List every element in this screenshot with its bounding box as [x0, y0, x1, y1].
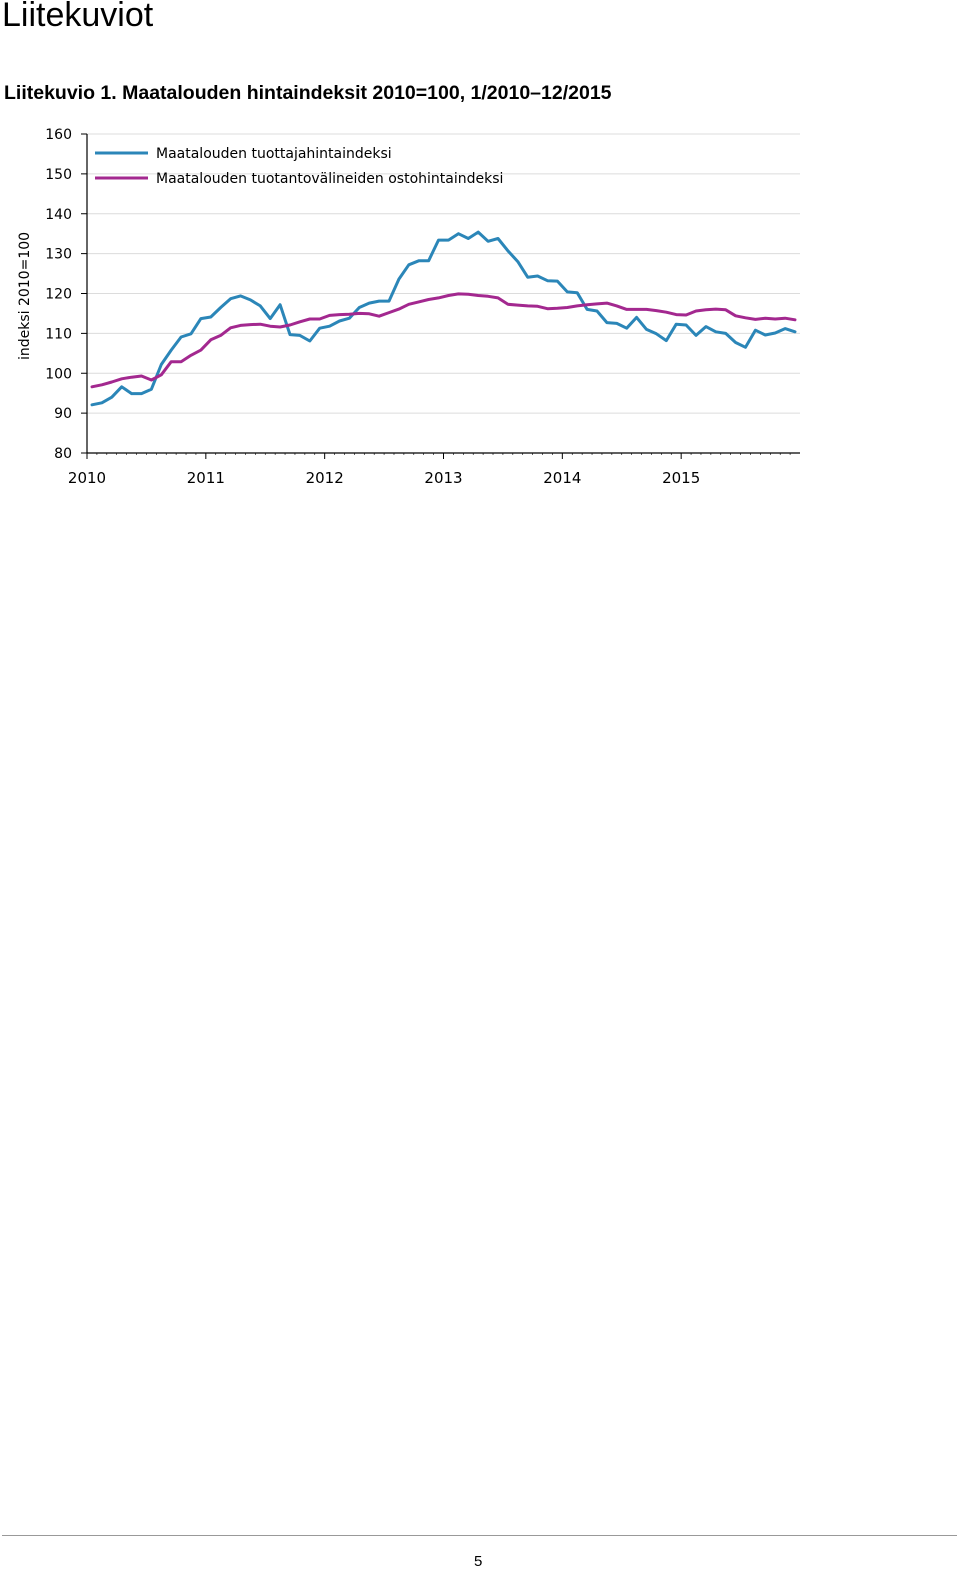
gridlines	[87, 133, 800, 414]
series-lines	[90, 230, 797, 407]
page-number: 5	[474, 1553, 483, 1570]
x-tick-label: 2010	[68, 469, 106, 487]
y-tick-labels: 80 90 100 110 120 130 140 150 160	[45, 127, 72, 462]
series-line-2	[90, 292, 797, 389]
y-tick-label: 100	[45, 366, 72, 382]
footer-divider	[2, 1535, 957, 1536]
x-tick-labels: 2010 2011 2012 2013 2014 2015	[68, 469, 700, 487]
y-tick-label: 160	[45, 127, 72, 143]
axes	[81, 133, 800, 459]
y-axis-label: indeksi 2010=100	[17, 232, 33, 360]
y-tick-label: 140	[45, 207, 72, 223]
x-tick-label: 2015	[662, 469, 700, 487]
x-tick-label: 2014	[543, 469, 581, 487]
y-tick-label: 110	[45, 326, 72, 342]
y-tick-label: 130	[45, 247, 72, 263]
legend: Maatalouden tuottajahintaindeksi Maatalou…	[95, 146, 503, 187]
x-tick-label: 2011	[187, 469, 225, 487]
y-tick-label: 90	[54, 406, 72, 422]
figure-caption: Liitekuvio 1. Maatalouden hintaindeksit …	[4, 82, 612, 104]
x-tick-label: 2013	[424, 469, 462, 487]
legend-label: Maatalouden tuotantovälineiden ostohinta…	[156, 171, 503, 187]
y-tick-label: 80	[54, 446, 72, 462]
y-tick-label: 150	[45, 167, 72, 183]
section-heading: Liitekuviot	[2, 0, 154, 34]
legend-label: Maatalouden tuottajahintaindeksi	[156, 146, 392, 162]
y-tick-label: 120	[45, 287, 72, 303]
line-chart: 80 90 100 110 120 130 140 150 160 2010 2011 2012 20…	[0, 118, 820, 498]
x-tick-label: 2012	[306, 469, 344, 487]
series-line-1	[90, 230, 797, 407]
